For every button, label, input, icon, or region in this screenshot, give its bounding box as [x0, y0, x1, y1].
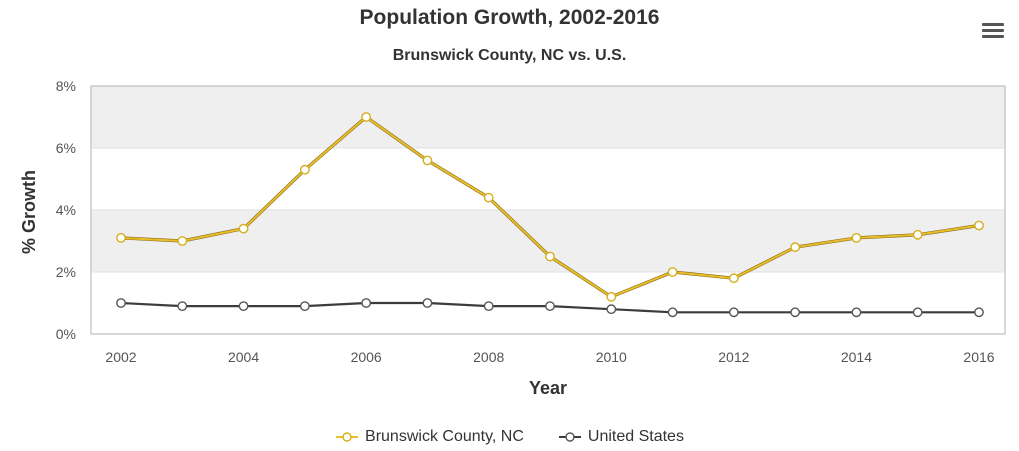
data-point[interactable]: [728, 307, 739, 318]
y-tick-label: 4%: [56, 202, 76, 218]
y-tick-label: 2%: [56, 264, 76, 280]
data-point[interactable]: [483, 192, 494, 203]
chart-title: Population Growth, 2002-2016: [359, 6, 660, 29]
data-point[interactable]: [238, 223, 249, 234]
data-point[interactable]: [116, 298, 126, 308]
legend-item-united-states[interactable]: United States: [558, 428, 684, 446]
x-tick-label: 2006: [351, 349, 382, 365]
legend-label: United States: [587, 428, 684, 445]
x-tick-label: 2008: [473, 349, 504, 365]
data-point[interactable]: [545, 251, 555, 262]
data-point[interactable]: [790, 242, 801, 253]
data-point[interactable]: [361, 112, 372, 122]
y-axis-label: % Growth: [19, 170, 39, 254]
legend: Brunswick County, NC United States: [0, 428, 1019, 446]
y-tick-label: 0%: [56, 326, 76, 342]
series-points: [116, 112, 984, 318]
data-point[interactable]: [299, 301, 310, 311]
data-point[interactable]: [545, 301, 555, 311]
plot-background-bands: [91, 86, 1005, 272]
data-point[interactable]: [851, 307, 862, 318]
data-point[interactable]: [606, 291, 617, 302]
y-tick-label: 8%: [56, 78, 76, 94]
hamburger-menu-icon: [982, 23, 1004, 26]
chart-menu-button[interactable]: [976, 18, 1010, 44]
plot-band: [91, 86, 1005, 148]
data-point[interactable]: [667, 307, 678, 318]
x-axis-ticks: 2002 2004 2006 2008 2010 2012 2014 2016: [105, 349, 994, 365]
data-point[interactable]: [299, 164, 310, 175]
chart-subtitle: Brunswick County, NC vs. U.S.: [392, 47, 627, 64]
data-point[interactable]: [116, 232, 126, 243]
legend-marker-icon: [336, 432, 359, 442]
data-point[interactable]: [974, 307, 984, 318]
x-tick-label: 2010: [596, 349, 627, 365]
data-point[interactable]: [422, 298, 433, 308]
data-point[interactable]: [606, 304, 617, 315]
x-tick-label: 2004: [228, 349, 259, 365]
legend-label: Brunswick County, NC: [365, 428, 524, 445]
x-tick-label: 2012: [718, 349, 749, 365]
data-point[interactable]: [912, 229, 923, 240]
x-tick-label: 2002: [105, 349, 136, 365]
data-point[interactable]: [790, 307, 801, 318]
plot-band: [91, 210, 1005, 272]
y-axis-ticks: 0% 2% 4% 6% 8%: [56, 78, 76, 342]
data-point[interactable]: [422, 155, 433, 166]
data-point[interactable]: [361, 298, 372, 308]
gridlines: [91, 147, 1005, 273]
data-point[interactable]: [177, 236, 188, 246]
legend-item-brunswick-county[interactable]: Brunswick County, NC: [335, 428, 524, 446]
data-point[interactable]: [851, 232, 862, 243]
y-tick-label: 6%: [56, 140, 76, 156]
x-tick-label: 2016: [963, 349, 994, 365]
data-point[interactable]: [974, 220, 984, 231]
data-point[interactable]: [483, 301, 494, 311]
data-point[interactable]: [728, 273, 739, 284]
data-point[interactable]: [238, 301, 249, 311]
data-point[interactable]: [177, 301, 188, 311]
x-axis-label: Year: [529, 378, 567, 398]
x-tick-label: 2014: [841, 349, 872, 365]
data-point[interactable]: [667, 267, 678, 277]
legend-marker-icon: [558, 432, 581, 442]
data-point[interactable]: [912, 307, 923, 318]
